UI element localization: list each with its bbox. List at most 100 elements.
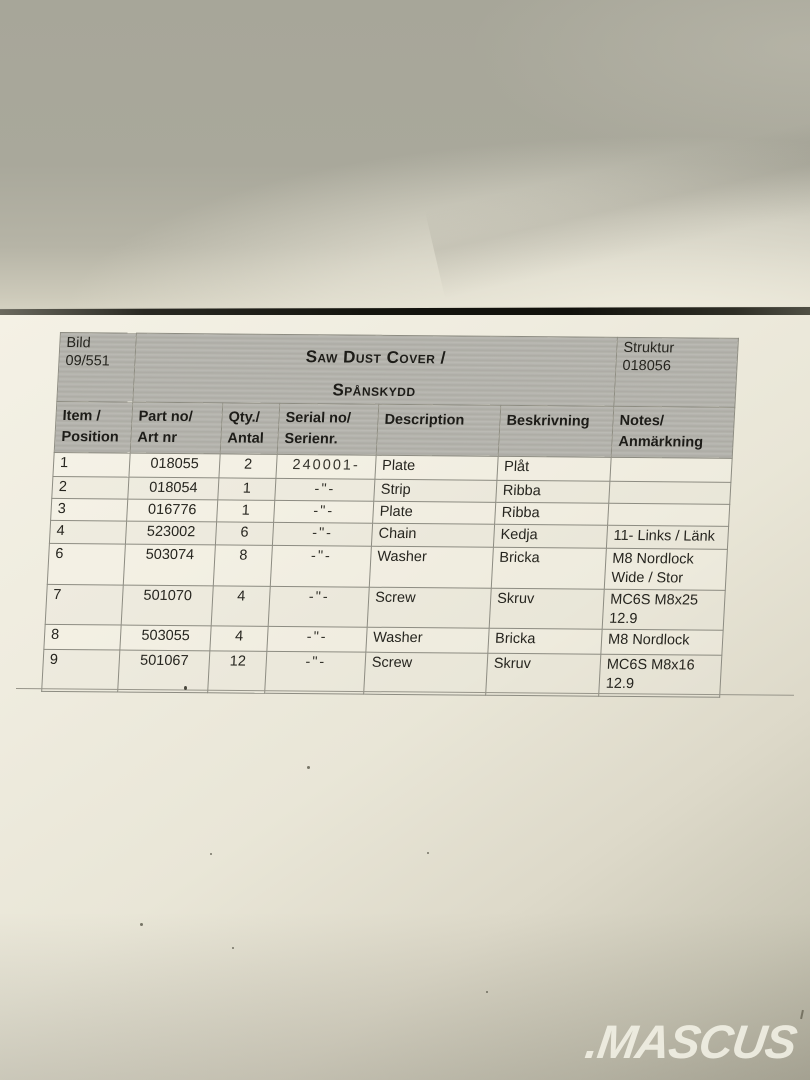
cell-part: 503055	[119, 625, 212, 652]
dust-speck	[210, 853, 212, 855]
cell-beskrivning: Skruv	[485, 653, 601, 697]
cell-serial: -"-	[268, 586, 370, 628]
col-header-line: Description	[384, 411, 465, 429]
cell-notes: MC6S M8x16 12.9	[598, 654, 722, 698]
cell-description: Plate	[374, 455, 499, 481]
dust-speck	[184, 686, 187, 690]
cell-notes: M8 Nordlock Wide / Stor	[604, 548, 728, 591]
col-header-line: Beskrivning	[506, 412, 590, 430]
parts-table: Bild 09/551 Saw Dust Cover / Spånskydd S…	[41, 332, 739, 698]
col-header-line: Notes/	[619, 412, 665, 430]
cell-part: 018054	[127, 477, 219, 500]
dust-speck	[307, 766, 310, 769]
cell-qty: 1	[217, 477, 276, 501]
cell-serial: -"-	[264, 651, 366, 695]
cell-description: Washer	[369, 546, 494, 588]
dust-speck	[140, 923, 143, 926]
cell-serial: 240001-	[275, 454, 377, 480]
cell-item: 1	[52, 452, 131, 478]
cell-item: 3	[50, 498, 128, 522]
cell-notes	[607, 503, 730, 527]
col-header-line: Antal	[227, 430, 265, 447]
cell-part: 523002	[125, 521, 217, 545]
cell-item: 6	[47, 543, 126, 585]
table-row: 7 501070 4 -"- Screw Skruv MC6S M8x25 12…	[45, 584, 726, 631]
col-header-notes: Notes/ Anmärkning	[611, 406, 735, 459]
table-row: 6 503074 8 -"- Washer Bricka M8 Nordlock…	[47, 543, 728, 591]
cell-description: Plate	[372, 501, 496, 525]
cell-notes: 11- Links / Länk	[606, 525, 729, 550]
cell-part: 016776	[126, 499, 218, 522]
cell-description: Strip	[373, 479, 497, 503]
col-header-beskrivning: Beskrivning	[498, 405, 614, 458]
cell-serial: -"-	[274, 478, 375, 502]
col-header-description: Description	[376, 404, 501, 457]
cell-beskrivning: Bricka	[487, 628, 603, 655]
cell-serial: -"-	[272, 522, 373, 547]
cell-notes	[609, 457, 733, 483]
cell-qty: 1	[216, 499, 275, 523]
dust-speck	[232, 947, 234, 949]
background-surface	[0, 0, 810, 316]
cell-beskrivning: Plåt	[496, 456, 612, 482]
struktur-label: Struktur	[622, 339, 675, 357]
cell-item: 4	[49, 520, 127, 545]
struktur-value: 018056	[622, 358, 672, 375]
title-band: Bild 09/551 Saw Dust Cover / Spånskydd S…	[56, 332, 739, 408]
cell-serial: -"-	[270, 545, 372, 587]
cell-serial: -"-	[273, 500, 374, 524]
col-header-line: Part no/	[138, 408, 193, 426]
cell-qty: 2	[218, 453, 278, 479]
col-header-qty: Qty./ Antal	[220, 402, 280, 455]
document-title-line2: Spånskydd	[332, 379, 417, 400]
col-header-line: Serienr.	[284, 430, 339, 448]
cell-item: 7	[45, 584, 124, 626]
cell-description: Washer	[365, 627, 490, 654]
cell-item: 8	[43, 624, 122, 651]
mascus-watermark: .MASCUS	[582, 1015, 800, 1068]
col-header-line: Position	[61, 429, 120, 446]
col-header-line: Qty./	[228, 409, 261, 426]
document-title-cell: Saw Dust Cover / Spånskydd	[132, 333, 618, 407]
cell-part: 501067	[117, 650, 210, 694]
cell-description: Screw	[363, 652, 488, 696]
cell-qty: 4	[209, 626, 269, 652]
cell-part: 503074	[123, 544, 216, 586]
cell-qty: 12	[207, 651, 267, 694]
cell-part: 018055	[128, 453, 221, 478]
cell-description: Screw	[367, 586, 492, 629]
col-header-item: Item / Position	[54, 401, 133, 454]
dust-speck	[486, 991, 488, 993]
cell-notes: MC6S M8x25 12.9	[602, 588, 726, 631]
cell-part: 501070	[121, 584, 214, 627]
parts-table-wrapper: Bild 09/551 Saw Dust Cover / Spånskydd S…	[41, 332, 739, 698]
cell-beskrivning: Bricka	[491, 547, 607, 589]
col-header-line: Art nr	[137, 429, 178, 447]
cell-item: 9	[41, 649, 120, 693]
bild-value: 09/551	[65, 353, 111, 370]
cell-notes: M8 Nordlock	[600, 629, 724, 656]
bild-cell: Bild 09/551	[56, 332, 137, 403]
col-header-line: Item /	[62, 408, 101, 425]
cell-beskrivning: Skruv	[489, 587, 605, 630]
cell-notes	[608, 481, 731, 505]
document-title-line1: Saw Dust Cover /	[305, 346, 447, 367]
cell-serial: -"-	[266, 626, 368, 653]
cell-beskrivning: Kedja	[493, 524, 608, 549]
struktur-cell: Struktur 018056	[613, 337, 739, 408]
cell-beskrivning: Ribba	[494, 502, 609, 526]
col-header-serial: Serial no/ Serienr.	[277, 403, 379, 456]
col-header-part: Part no/ Art nr	[130, 402, 223, 454]
dust-speck	[427, 852, 429, 854]
col-header-line: Serial no/	[285, 409, 352, 427]
col-header-line: Anmärkning	[618, 433, 704, 451]
column-header-row: Item / Position Part no/ Art nr Qty./ An…	[54, 401, 735, 459]
cell-description: Chain	[371, 523, 495, 548]
cell-item: 2	[51, 476, 129, 500]
cell-qty: 8	[213, 544, 273, 587]
cell-qty: 4	[211, 585, 271, 627]
cell-beskrivning: Ribba	[495, 480, 610, 504]
cell-qty: 6	[215, 521, 274, 546]
bild-label: Bild	[66, 335, 92, 352]
